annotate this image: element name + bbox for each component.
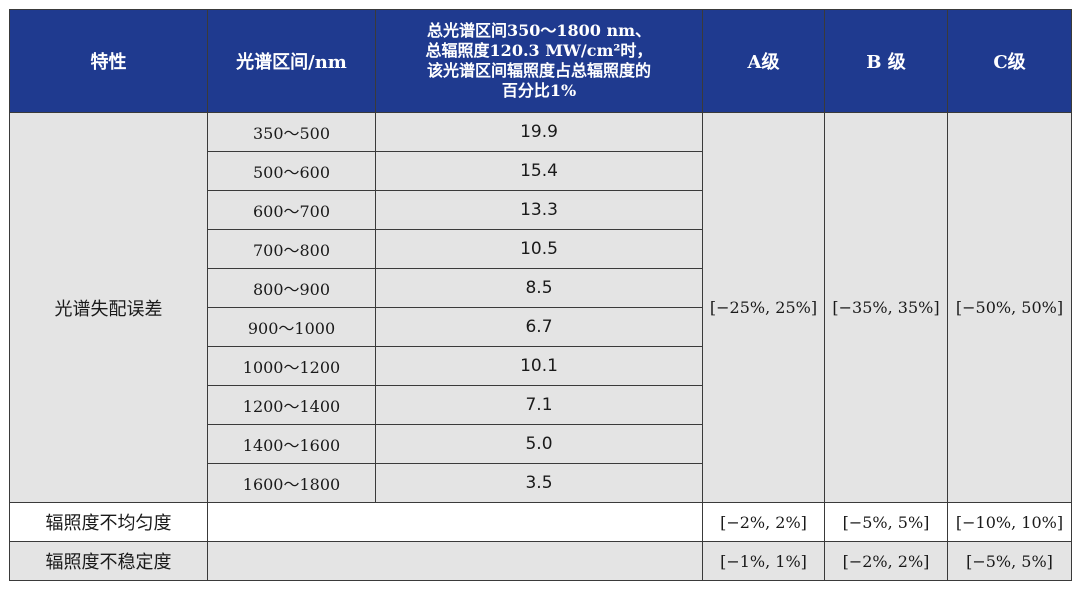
header-ratio-line: 总光谱区间350～1800 nm、 [426,21,652,40]
table-row: 900～1000 6.7 [10,307,1072,347]
spectral-mismatch-grade-c: [−50%, 50%] [947,112,1072,503]
table-row-non-uniformity: 辐照度不均匀度 [−2%, 2%] [−5%, 5%] [−10%, 10%] [9,502,1072,542]
non-uniformity-empty-cell [207,502,703,542]
header-grade-b: B 级 [824,9,948,113]
header-property: 特性 [9,9,208,113]
table-row: 1200～1400 7.1 [10,385,1072,425]
spectral-range-cell: 800～900 [207,268,376,308]
table-row: 光谱失配误差 350～500 19.9 [−25%, 25%] [−35%, 3… [9,112,1072,503]
non-uniformity-grade-b: [−5%, 5%] [824,502,948,542]
irradiance-percent-cell: 3.5 [375,463,703,503]
spectral-mismatch-grade-a: [−25%, 25%] [702,112,825,503]
header-row: 特性 光谱区间/nm 总光谱区间350～1800 nm、 总辐照度120.3 M… [9,9,1072,113]
non-uniformity-label: 辐照度不均匀度 [9,502,208,542]
instability-grade-c: [−5%, 5%] [947,541,1072,581]
spectral-mismatch-grade-b: [−35%, 35%] [824,112,948,503]
spectral-range-cell: 600～700 [207,190,376,230]
instability-empty-cell [207,541,703,581]
table-row: 1000～1200 10.1 [10,346,1072,386]
spectral-range-cell: 1400～1600 [207,424,376,464]
spectral-range-cell: 350～500 [207,112,376,152]
header-ratio-line: 该光谱区间辐照度占总辐照度的 [426,61,651,80]
irradiance-percent-cell: 5.0 [375,424,703,464]
spectral-range-cell: 500～600 [207,151,376,191]
spectral-range-cell: 900～1000 [207,307,376,347]
irradiance-percent-cell: 10.5 [375,229,703,269]
spectral-range-cell: 1600～1800 [207,463,376,503]
irradiance-percent-cell: 8.5 [375,268,703,308]
header-ratio-line: 总辐照度120.3 MW/cm²时， [425,41,653,60]
spectral-range-cell: 700～800 [207,229,376,269]
table-row: 500～600 15.4 [10,151,1072,191]
header-grade-a: A级 [702,9,825,113]
irradiance-percent-cell: 7.1 [375,385,703,425]
non-uniformity-grade-c: [−10%, 10%] [947,502,1072,542]
non-uniformity-grade-a: [−2%, 2%] [702,502,825,542]
irradiance-percent-cell: 10.1 [375,346,703,386]
spectral-mismatch-label: 光谱失配误差 [9,112,208,503]
table-row: 1400～1600 5.0 [10,424,1072,464]
irradiance-percent-cell: 13.3 [375,190,703,230]
header-spectral-range: 光谱区间/nm [207,9,376,113]
instability-grade-a: [−1%, 1%] [702,541,825,581]
spectral-range-cell: 1000～1200 [207,346,376,386]
irradiance-percent-cell: 6.7 [375,307,703,347]
table-row: 800～900 8.5 [10,268,1072,308]
header-grade-c: C级 [947,9,1072,113]
spectral-range-cell: 1200～1400 [207,385,376,425]
instability-label: 辐照度不稳定度 [9,541,208,581]
table-row: 600～700 13.3 [10,190,1072,230]
instability-grade-b: [−2%, 2%] [824,541,948,581]
irradiance-percent-cell: 15.4 [375,151,703,191]
table-row-instability: 辐照度不稳定度 [−1%, 1%] [−2%, 2%] [−5%, 5%] [9,541,1072,581]
spec-table-container: 特性 光谱区间/nm 总光谱区间350～1800 nm、 总辐照度120.3 M… [9,9,1072,584]
header-irradiance-percentage: 总光谱区间350～1800 nm、 总辐照度120.3 MW/cm²时， 该光谱… [375,9,703,113]
header-ratio-line: 百分比1% [501,81,577,100]
solar-simulator-classification-table: 特性 光谱区间/nm 总光谱区间350～1800 nm、 总辐照度120.3 M… [9,9,1072,581]
irradiance-percent-cell: 19.9 [375,112,703,152]
table-row: 700～800 10.5 [10,229,1072,269]
